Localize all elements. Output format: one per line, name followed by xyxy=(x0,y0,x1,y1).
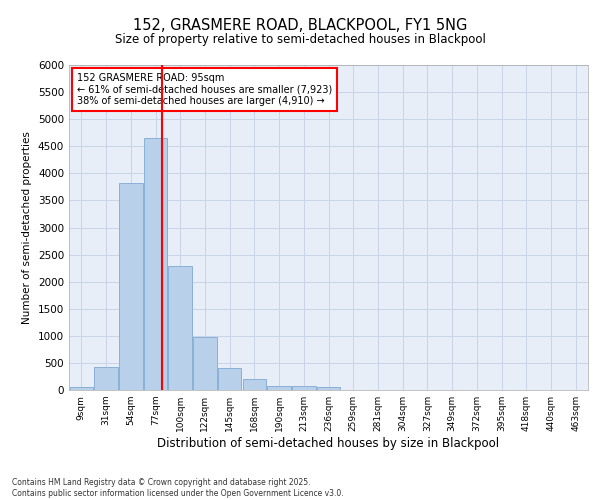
Y-axis label: Number of semi-detached properties: Number of semi-detached properties xyxy=(22,131,32,324)
X-axis label: Distribution of semi-detached houses by size in Blackpool: Distribution of semi-detached houses by … xyxy=(157,437,500,450)
Bar xyxy=(169,266,192,390)
Bar xyxy=(94,366,118,390)
Bar xyxy=(292,386,316,390)
Bar xyxy=(119,183,143,390)
Bar xyxy=(218,368,241,390)
Bar xyxy=(268,386,291,390)
Text: Contains HM Land Registry data © Crown copyright and database right 2025.
Contai: Contains HM Land Registry data © Crown c… xyxy=(12,478,344,498)
Bar xyxy=(144,138,167,390)
Bar xyxy=(193,337,217,390)
Bar xyxy=(70,388,93,390)
Bar xyxy=(242,380,266,390)
Text: 152, GRASMERE ROAD, BLACKPOOL, FY1 5NG: 152, GRASMERE ROAD, BLACKPOOL, FY1 5NG xyxy=(133,18,467,32)
Text: Size of property relative to semi-detached houses in Blackpool: Size of property relative to semi-detach… xyxy=(115,32,485,46)
Bar xyxy=(317,388,340,390)
Text: 152 GRASMERE ROAD: 95sqm
← 61% of semi-detached houses are smaller (7,923)
38% o: 152 GRASMERE ROAD: 95sqm ← 61% of semi-d… xyxy=(77,73,332,106)
